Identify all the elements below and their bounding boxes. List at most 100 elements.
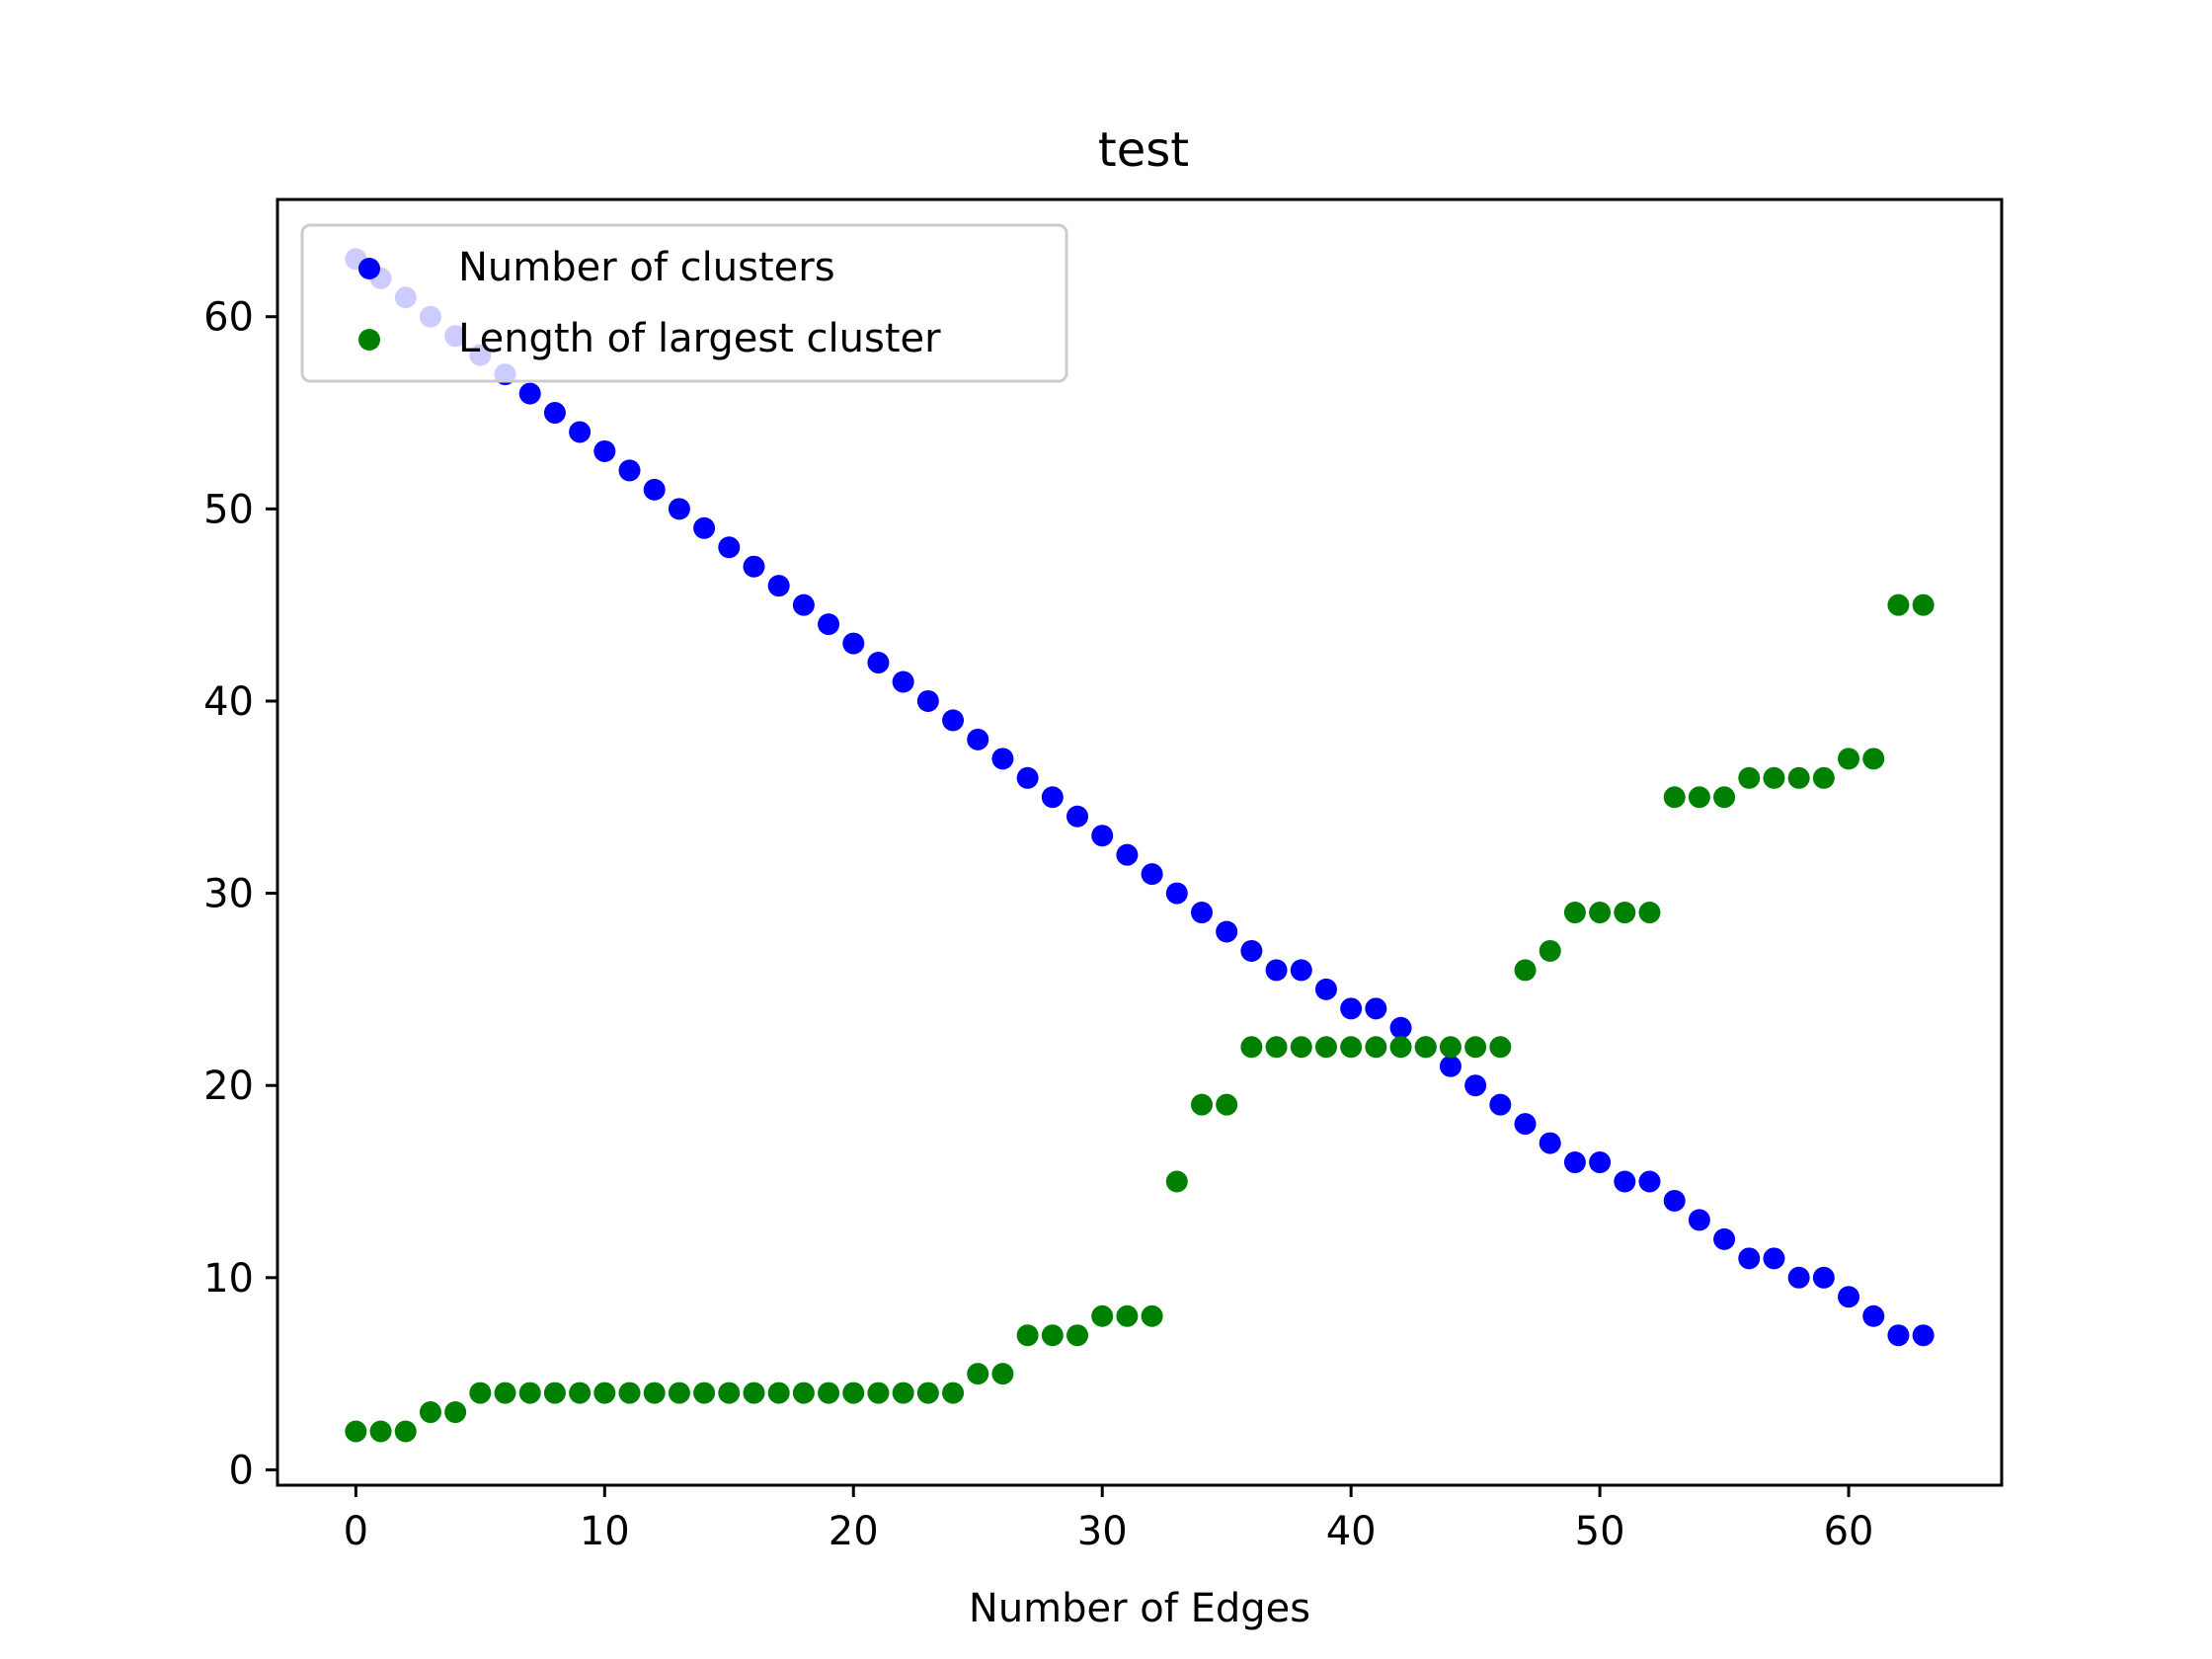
data-point-length-of-largest-cluster [1141,1304,1163,1327]
data-point-length-of-largest-cluster [1614,902,1636,924]
data-point-number-of-clusters [1489,1093,1512,1116]
data-point-number-of-clusters [1638,1170,1661,1193]
data-point-length-of-largest-cluster [967,1363,989,1385]
legend-label-number-of-clusters: Number of clusters [458,245,835,290]
data-point-length-of-largest-cluster [543,1382,566,1404]
data-point-number-of-clusters [1190,902,1213,924]
data-point-length-of-largest-cluster [1862,748,1885,770]
data-point-length-of-largest-cluster [1365,1036,1387,1059]
data-point-length-of-largest-cluster [743,1382,765,1404]
data-point-length-of-largest-cluster [842,1382,865,1404]
data-point-length-of-largest-cluster [1787,766,1810,789]
data-point-length-of-largest-cluster [718,1382,741,1404]
data-point-number-of-clusters [1589,1151,1612,1174]
data-point-length-of-largest-cluster [1240,1036,1263,1059]
data-point-length-of-largest-cluster [916,1382,939,1404]
data-point-number-of-clusters [1290,959,1312,982]
data-point-number-of-clusters [543,402,566,425]
data-point-number-of-clusters [1116,843,1139,866]
data-point-length-of-largest-cluster [1663,786,1686,809]
data-point-number-of-clusters [1340,997,1363,1020]
data-point-number-of-clusters [1539,1132,1561,1154]
data-point-number-of-clusters [1240,939,1263,962]
data-point-number-of-clusters [1912,1324,1935,1347]
data-point-number-of-clusters [1838,1286,1860,1308]
series-length-of-largest-cluster [345,593,1935,1443]
data-point-length-of-largest-cluster [1887,593,1910,616]
x-tick-label: 0 [344,1509,368,1554]
data-point-length-of-largest-cluster [892,1382,914,1404]
data-point-length-of-largest-cluster [1489,1036,1512,1059]
data-point-length-of-largest-cluster [394,1420,417,1443]
data-point-number-of-clusters [1216,920,1238,943]
data-point-number-of-clusters [767,575,790,597]
data-point-number-of-clusters [743,555,765,578]
data-point-length-of-largest-cluster [1514,959,1537,982]
data-point-number-of-clusters [1688,1209,1710,1231]
data-point-number-of-clusters [1787,1266,1810,1289]
data-point-number-of-clusters [1738,1247,1761,1270]
data-point-length-of-largest-cluster [1589,902,1612,924]
data-point-length-of-largest-cluster [518,1382,541,1404]
y-tick-label: 60 [203,295,254,341]
data-point-length-of-largest-cluster [1091,1304,1114,1327]
y-tick-label: 0 [229,1448,254,1493]
data-point-length-of-largest-cluster [1464,1036,1487,1059]
data-point-number-of-clusters [1464,1074,1487,1097]
x-axis-label: Number of Edges [969,1586,1310,1631]
data-point-number-of-clusters [942,709,965,732]
x-tick-label: 20 [829,1509,879,1554]
data-point-length-of-largest-cluster [991,1363,1014,1385]
data-point-length-of-largest-cluster [1563,902,1586,924]
data-point-number-of-clusters [1141,863,1163,886]
data-point-length-of-largest-cluster [618,1382,641,1404]
data-point-length-of-largest-cluster [792,1382,815,1404]
data-point-length-of-largest-cluster [369,1420,392,1443]
data-point-length-of-largest-cluster [1713,786,1736,809]
data-point-length-of-largest-cluster [867,1382,890,1404]
data-point-length-of-largest-cluster [1290,1036,1312,1059]
data-point-number-of-clusters [518,382,541,405]
data-point-length-of-largest-cluster [1838,748,1860,770]
data-point-number-of-clusters [1314,978,1337,1000]
data-point-length-of-largest-cluster [1389,1036,1412,1059]
data-point-number-of-clusters [1663,1189,1686,1212]
chart-title: test [1098,122,1189,178]
data-point-number-of-clusters [867,652,890,674]
data-point-number-of-clusters [618,459,641,482]
x-tick-label: 40 [1326,1509,1377,1554]
data-point-length-of-largest-cluster [1265,1036,1288,1059]
x-axis-ticks: 0 10 20 30 40 50 60 [344,1485,1874,1554]
data-point-number-of-clusters [1812,1266,1835,1289]
data-point-number-of-clusters [693,516,716,539]
data-point-length-of-largest-cluster [593,1382,616,1404]
data-point-number-of-clusters [1887,1324,1910,1347]
data-point-number-of-clusters [1066,805,1089,828]
data-point-number-of-clusters [1713,1227,1736,1250]
data-point-length-of-largest-cluster [1688,786,1710,809]
data-point-number-of-clusters [1041,786,1064,809]
data-point-number-of-clusters [569,421,592,443]
legend-label-length-of-largest-cluster: Length of largest cluster [458,316,941,361]
data-point-length-of-largest-cluster [767,1382,790,1404]
data-point-length-of-largest-cluster [419,1401,441,1424]
y-tick-label: 30 [203,872,254,917]
x-tick-label: 30 [1077,1509,1128,1554]
data-point-length-of-largest-cluster [1066,1324,1089,1347]
data-point-number-of-clusters [1389,1016,1412,1039]
data-point-length-of-largest-cluster [942,1382,965,1404]
data-point-number-of-clusters [643,478,666,501]
x-tick-label: 50 [1575,1509,1625,1554]
data-point-number-of-clusters [842,632,865,655]
data-point-number-of-clusters [1365,997,1387,1020]
data-point-number-of-clusters [892,671,914,693]
data-point-number-of-clusters [1563,1151,1586,1174]
data-point-length-of-largest-cluster [1041,1324,1064,1347]
y-tick-label: 50 [203,487,254,532]
data-point-length-of-largest-cluster [818,1382,840,1404]
data-point-number-of-clusters [1763,1247,1785,1270]
data-point-length-of-largest-cluster [1738,766,1761,789]
data-point-length-of-largest-cluster [1016,1324,1039,1347]
data-point-length-of-largest-cluster [1314,1036,1337,1059]
